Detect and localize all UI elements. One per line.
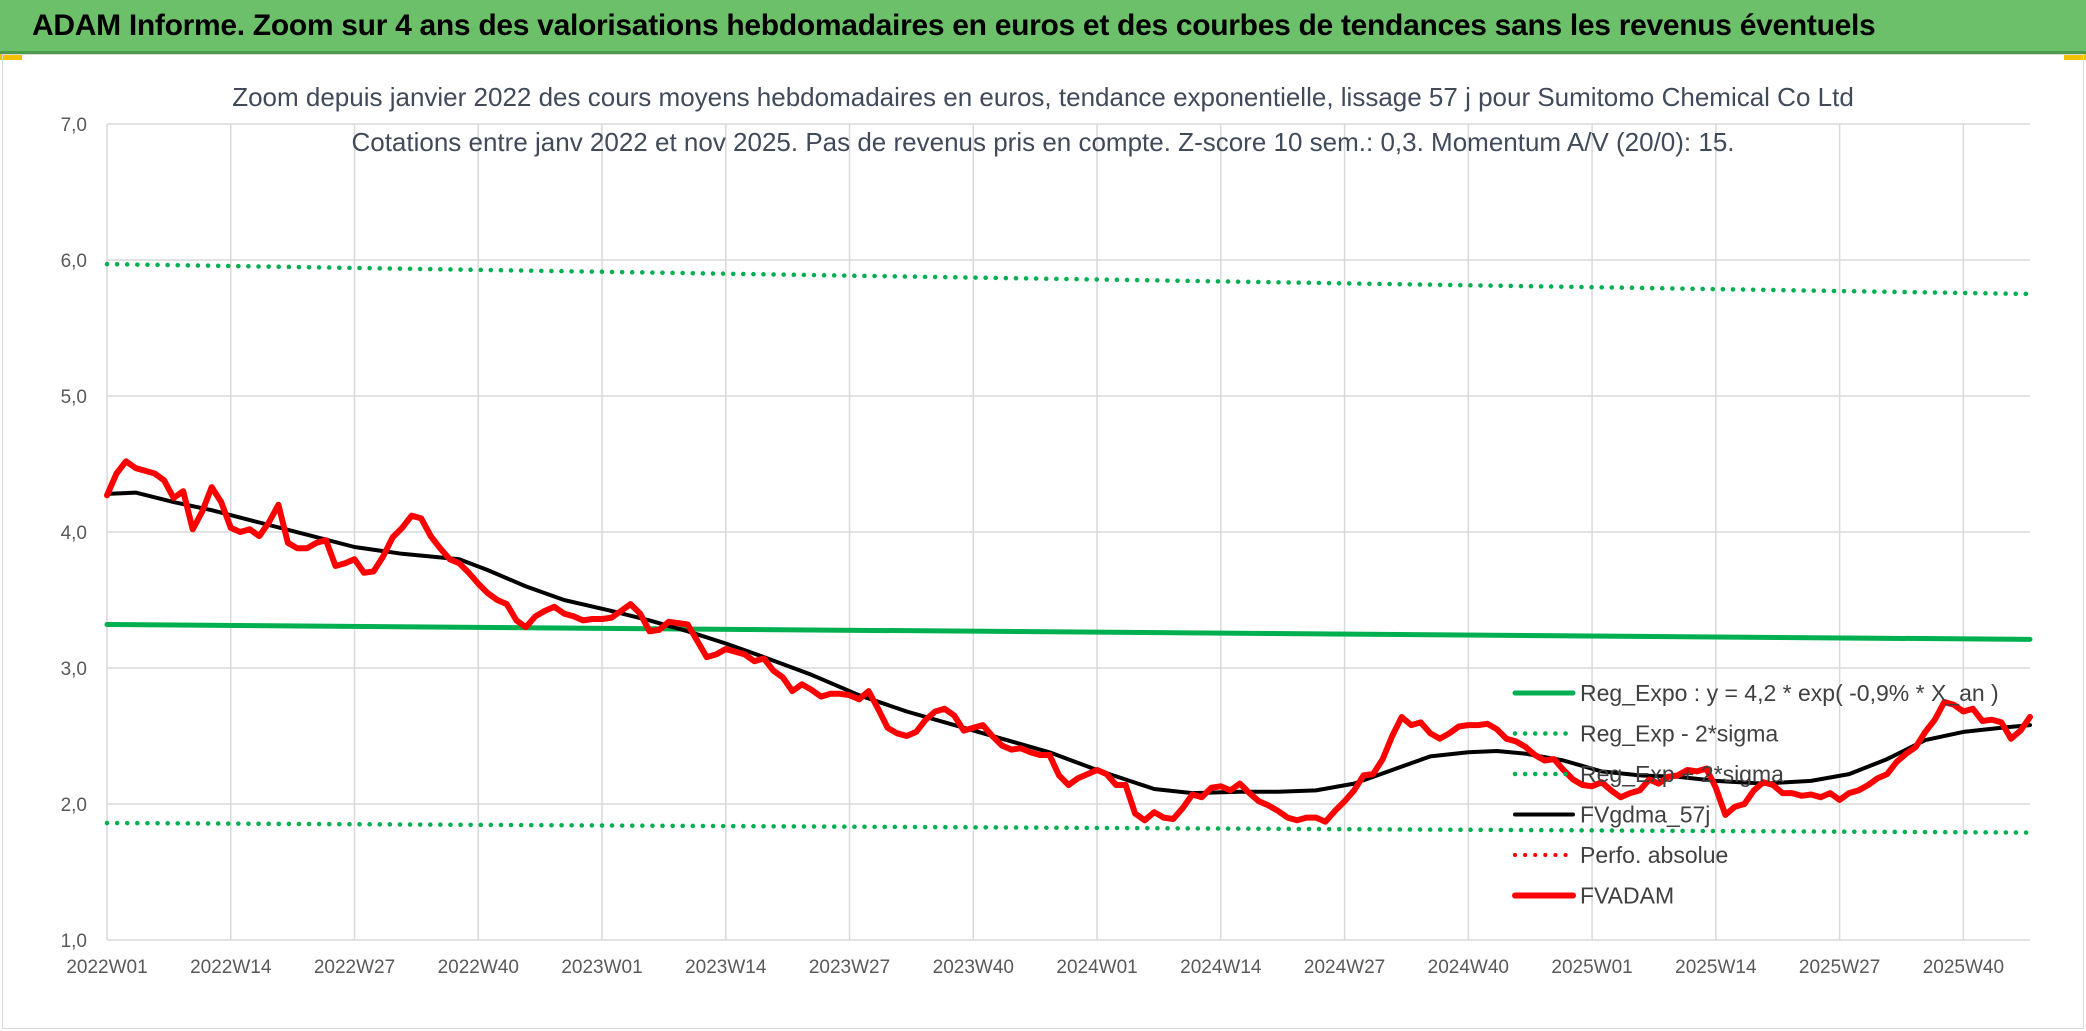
x-tick-label: 2022W01: [66, 957, 147, 978]
grid-layer: [106, 123, 2030, 941]
chart-frame: [2, 54, 2084, 1029]
x-tick-label: 2022W40: [438, 957, 519, 978]
x-tick-label: 2023W40: [933, 957, 1014, 978]
chart-title-line-1: Zoom depuis janvier 2022 des cours moyen…: [232, 82, 1854, 112]
legend-label-4: Perfo. absolue: [1580, 842, 1728, 868]
x-tick-label: 2024W14: [1180, 957, 1262, 978]
y-tick-label: 6,0: [61, 251, 87, 272]
y-tick-label: 3,0: [61, 659, 87, 680]
chart-legend: Reg_Expo : y = 4,2 * exp( -0,9% * X_an )…: [1512, 680, 1999, 909]
x-tick-label: 2022W27: [314, 957, 395, 978]
x-tick-label: 2025W14: [1675, 957, 1757, 978]
corner-mark-left: [0, 54, 22, 60]
x-tick-label: 2024W01: [1056, 957, 1137, 978]
legend-label-2: Reg_Exp + 2*sigma: [1580, 761, 1784, 787]
x-tick-label: 2024W27: [1304, 957, 1385, 978]
y-tick-label: 7,0: [61, 115, 87, 136]
legend-label-5: FVADAM: [1580, 883, 1674, 909]
series-line-0: [104, 622, 2033, 642]
y-tick-label: 4,0: [61, 523, 87, 544]
x-axis-ticks: 2022W01 2022W14 2022W27 2022W40 2023W01 2023W…: [66, 957, 2004, 978]
y-tick-label: 2,0: [61, 795, 87, 816]
legend-label-1: Reg_Exp - 2*sigma: [1580, 721, 1778, 747]
series-line-2: [104, 820, 2033, 835]
x-tick-label: 2023W27: [809, 957, 890, 978]
x-tick-label: 2022W14: [190, 957, 272, 978]
report-header: ADAM Informe. Zoom sur 4 ans des valoris…: [0, 0, 2086, 54]
x-tick-label: 2025W27: [1799, 957, 1880, 978]
report-title: ADAM Informe. Zoom sur 4 ans des valoris…: [32, 9, 1876, 42]
x-tick-label: 2023W14: [685, 957, 767, 978]
x-tick-label: 2024W40: [1428, 957, 1509, 978]
x-tick-label: 2025W40: [1923, 957, 2004, 978]
corner-mark-right: [2064, 54, 2086, 60]
x-tick-label: 2023W01: [561, 957, 642, 978]
series-line-3: [105, 490, 2032, 796]
legend-label-3: FVgdma_57j: [1580, 802, 1710, 828]
x-tick-label: 2025W01: [1551, 957, 1632, 978]
y-axis-ticks: 1,0 2,0 3,0 4,0 5,0 6,0 7,0: [61, 115, 87, 952]
series-line-1: [104, 261, 2033, 297]
series-layer: [104, 261, 2033, 835]
y-tick-label: 1,0: [61, 931, 87, 952]
series-line-5: [104, 458, 2033, 825]
chart-title-line-2: Cotations entre janv 2022 et nov 2025. P…: [351, 127, 1735, 157]
legend-label-0: Reg_Expo : y = 4,2 * exp( -0,9% * X_an ): [1580, 680, 1999, 706]
y-tick-label: 5,0: [61, 387, 87, 408]
